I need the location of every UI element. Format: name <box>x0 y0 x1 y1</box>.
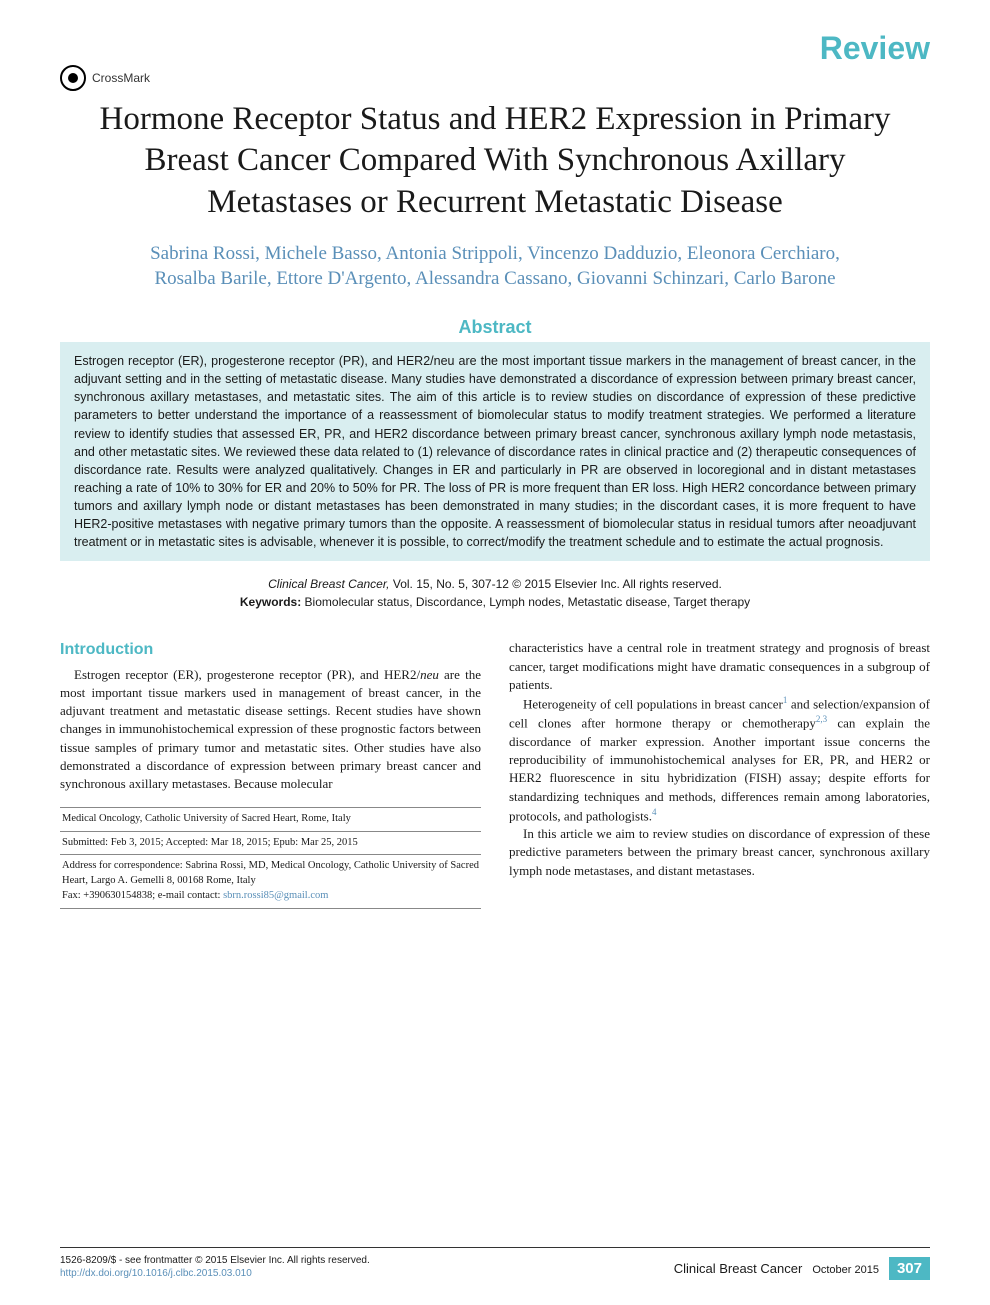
page-number: 307 <box>889 1257 930 1280</box>
authors-list: Sabrina Rossi, Michele Basso, Antonia St… <box>60 241 930 292</box>
left-column: Introduction Estrogen receptor (ER), pro… <box>60 639 481 908</box>
citation-block: Clinical Breast Cancer, Vol. 15, No. 5, … <box>60 575 930 611</box>
page-footer: 1526-8209/$ - see frontmatter © 2015 Els… <box>60 1247 930 1280</box>
footer-date: October 2015 <box>812 1264 879 1276</box>
affiliation-row: Medical Oncology, Catholic University of… <box>60 807 481 831</box>
crossmark-icon <box>60 65 86 91</box>
article-title: Hormone Receptor Status and HER2 Express… <box>60 99 930 223</box>
keywords-list: Biomolecular status, Discordance, Lymph … <box>301 595 750 609</box>
correspondence-row: Address for correspondence: Sabrina Ross… <box>60 854 481 908</box>
col2-p3: In this article we aim to review studies… <box>509 825 930 880</box>
abstract-text: Estrogen receptor (ER), progesterone rec… <box>60 342 930 561</box>
footer-left: 1526-8209/$ - see frontmatter © 2015 Els… <box>60 1254 370 1280</box>
crossmark-label: CrossMark <box>92 71 150 85</box>
intro-heading: Introduction <box>60 639 481 661</box>
ref-2-3[interactable]: 2,3 <box>816 714 827 724</box>
intro-paragraph: Estrogen receptor (ER), progesterone rec… <box>60 666 481 793</box>
doi-link[interactable]: http://dx.doi.org/10.1016/j.clbc.2015.03… <box>60 1267 370 1280</box>
footer-right: Clinical Breast Cancer October 2015 307 <box>674 1257 930 1280</box>
article-info-box: Medical Oncology, Catholic University of… <box>60 807 481 908</box>
footer-journal: Clinical Breast Cancer <box>674 1261 803 1276</box>
citation-journal: Clinical Breast Cancer, <box>268 577 389 591</box>
body-columns: Introduction Estrogen receptor (ER), pro… <box>60 639 930 908</box>
review-badge: Review <box>820 30 930 67</box>
right-column: characteristics have a central role in t… <box>509 639 930 908</box>
corr-email-link[interactable]: sbrn.rossi85@gmail.com <box>223 890 328 901</box>
col2-p2: Heterogeneity of cell populations in bre… <box>509 694 930 825</box>
abstract-heading: Abstract <box>60 317 930 338</box>
keywords-label: Keywords: <box>240 595 301 609</box>
crossmark-widget[interactable]: CrossMark <box>60 65 930 91</box>
dates-row: Submitted: Feb 3, 2015; Accepted: Mar 18… <box>60 831 481 855</box>
ref-4[interactable]: 4 <box>652 807 657 817</box>
citation-details: Vol. 15, No. 5, 307-12 © 2015 Elsevier I… <box>390 577 722 591</box>
issn-line: 1526-8209/$ - see frontmatter © 2015 Els… <box>60 1254 370 1267</box>
col2-p1: characteristics have a central role in t… <box>509 639 930 694</box>
